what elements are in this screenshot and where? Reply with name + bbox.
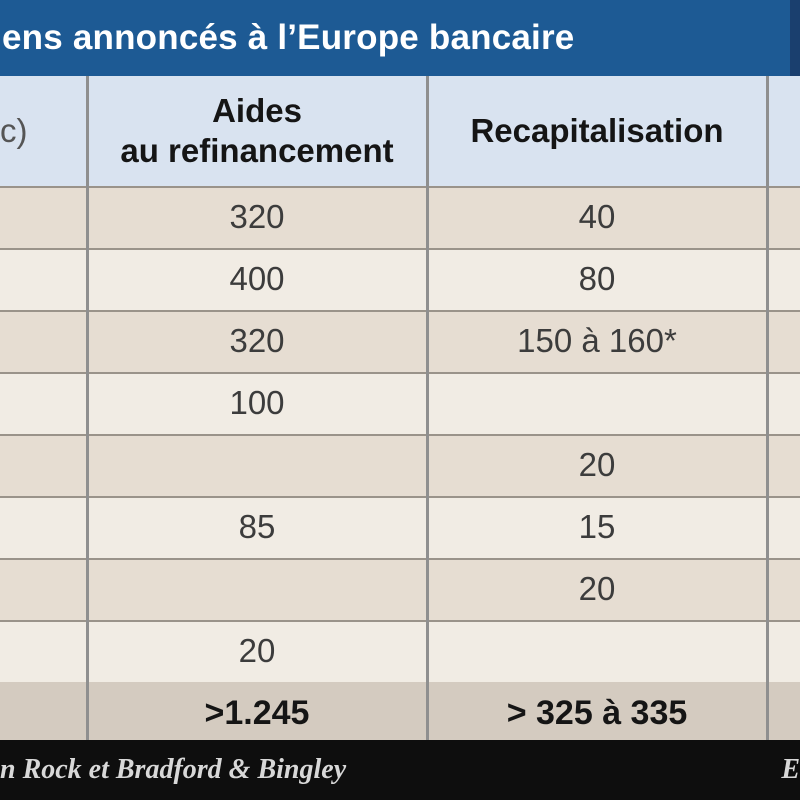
column-divider [86,76,89,740]
cell-refinancement: 320 [229,322,285,359]
cell-recapitalisation: 150 à 160* [517,322,677,359]
header-refinancement-line1: Aides [212,92,302,129]
cell-refinancement: 320 [229,198,285,235]
table-row-total: >1.245 > 325 à 335 [0,682,800,744]
cell-recapitalisation: 20 [578,446,616,483]
row-divider [0,558,800,560]
column-divider [426,76,429,740]
table-row: 20 [0,434,800,496]
cell-refinancement: 400 [229,260,285,297]
column-divider [766,76,769,740]
row-divider [0,186,800,188]
row-divider [0,620,800,622]
table-row: 320 40 [0,186,800,248]
total-recapitalisation: > 325 à 335 [506,693,688,732]
row-divider [0,496,800,498]
table-row: 85 15 [0,496,800,558]
table-row: 100 [0,372,800,434]
table-row: 400 80 [0,248,800,310]
cell-recapitalisation [428,372,766,434]
header-col-amount: c) [0,112,28,149]
row-divider [0,248,800,250]
row-divider [0,310,800,312]
cell-recapitalisation: 40 [578,198,616,235]
cell-refinancement [88,558,426,620]
cell-refinancement: 100 [229,384,285,421]
total-refinancement: >1.245 [204,693,310,732]
header-col-refinancement: Aides au refinancement [88,76,426,186]
table-row: 20 [0,620,800,682]
cell-recapitalisation: 80 [578,260,616,297]
row-divider [0,372,800,374]
cell-refinancement [88,434,426,496]
cell-recapitalisation: 15 [578,508,616,545]
table-header: c) Aides au refinancement Recapitalisati… [0,76,800,186]
footer-right-text: E [781,754,800,785]
cell-refinancement: 20 [238,632,276,669]
header-col-recapitalisation: Recapitalisation [470,112,724,149]
source-footer: n Rock et Bradford & Bingley E [0,740,800,800]
table-row: 20 [0,558,800,620]
table-title-bar: ens annoncés à l’Europe bancaire [0,0,800,76]
footer-source-text: n Rock et Bradford & Bingley [0,754,347,785]
cell-recapitalisation: 20 [578,570,616,607]
cell-refinancement: 85 [238,508,276,545]
cell-recapitalisation [428,620,766,682]
table-row: 320 150 à 160* [0,310,800,372]
row-divider [0,434,800,436]
title-bar-edge [790,0,800,76]
header-refinancement-line2: au refinancement [120,132,394,169]
table-title: ens annoncés à l’Europe bancaire [2,18,575,57]
